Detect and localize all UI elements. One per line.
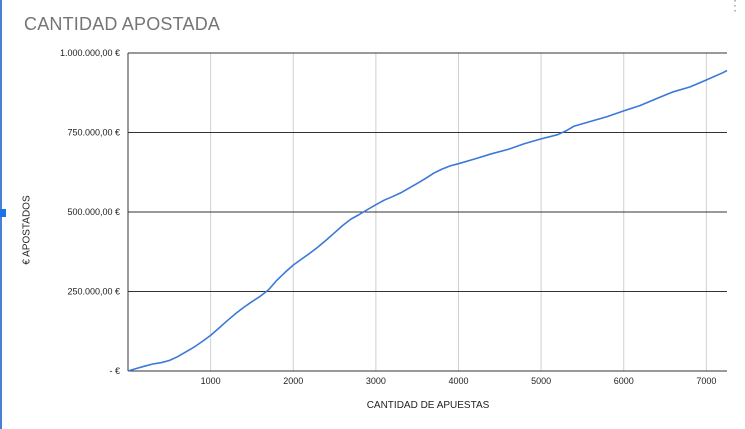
x-tick-label: 5000 [531,376,551,386]
horizontal-gridlines [127,52,727,372]
x-tick-label: 1000 [201,376,221,386]
y-tick-label: 750.000,00 € [67,128,120,138]
chart-title: CANTIDAD APOSTADA [24,14,221,34]
x-tick-label: 4000 [448,376,468,386]
resize-handle[interactable] [0,209,6,217]
x-tick-label: 3000 [366,376,386,386]
series-line [127,69,728,372]
x-tick-label: 2000 [283,376,303,386]
y-tick-label: 250.000,00 € [67,287,120,297]
y-tick-label: - € [109,366,120,376]
series-group [127,69,728,372]
x-tick-label: 6000 [614,376,634,386]
x-axis-label: CANTIDAD DE APUESTAS [366,400,490,411]
y-axis-ticks: - € 250.000,00 € 500.000,00 € 750.000,00 € 1… [60,48,120,376]
x-tick-label: 7000 [696,376,716,386]
x-axis-ticks: 1000 2000 3000 4000 5000 6000 7000 [201,376,717,386]
y-axis-label: € APOSTADOS [21,195,33,265]
y-tick-label: 1.000.000,00 € [60,48,120,58]
y-tick-label: 500.000,00 € [67,207,120,217]
